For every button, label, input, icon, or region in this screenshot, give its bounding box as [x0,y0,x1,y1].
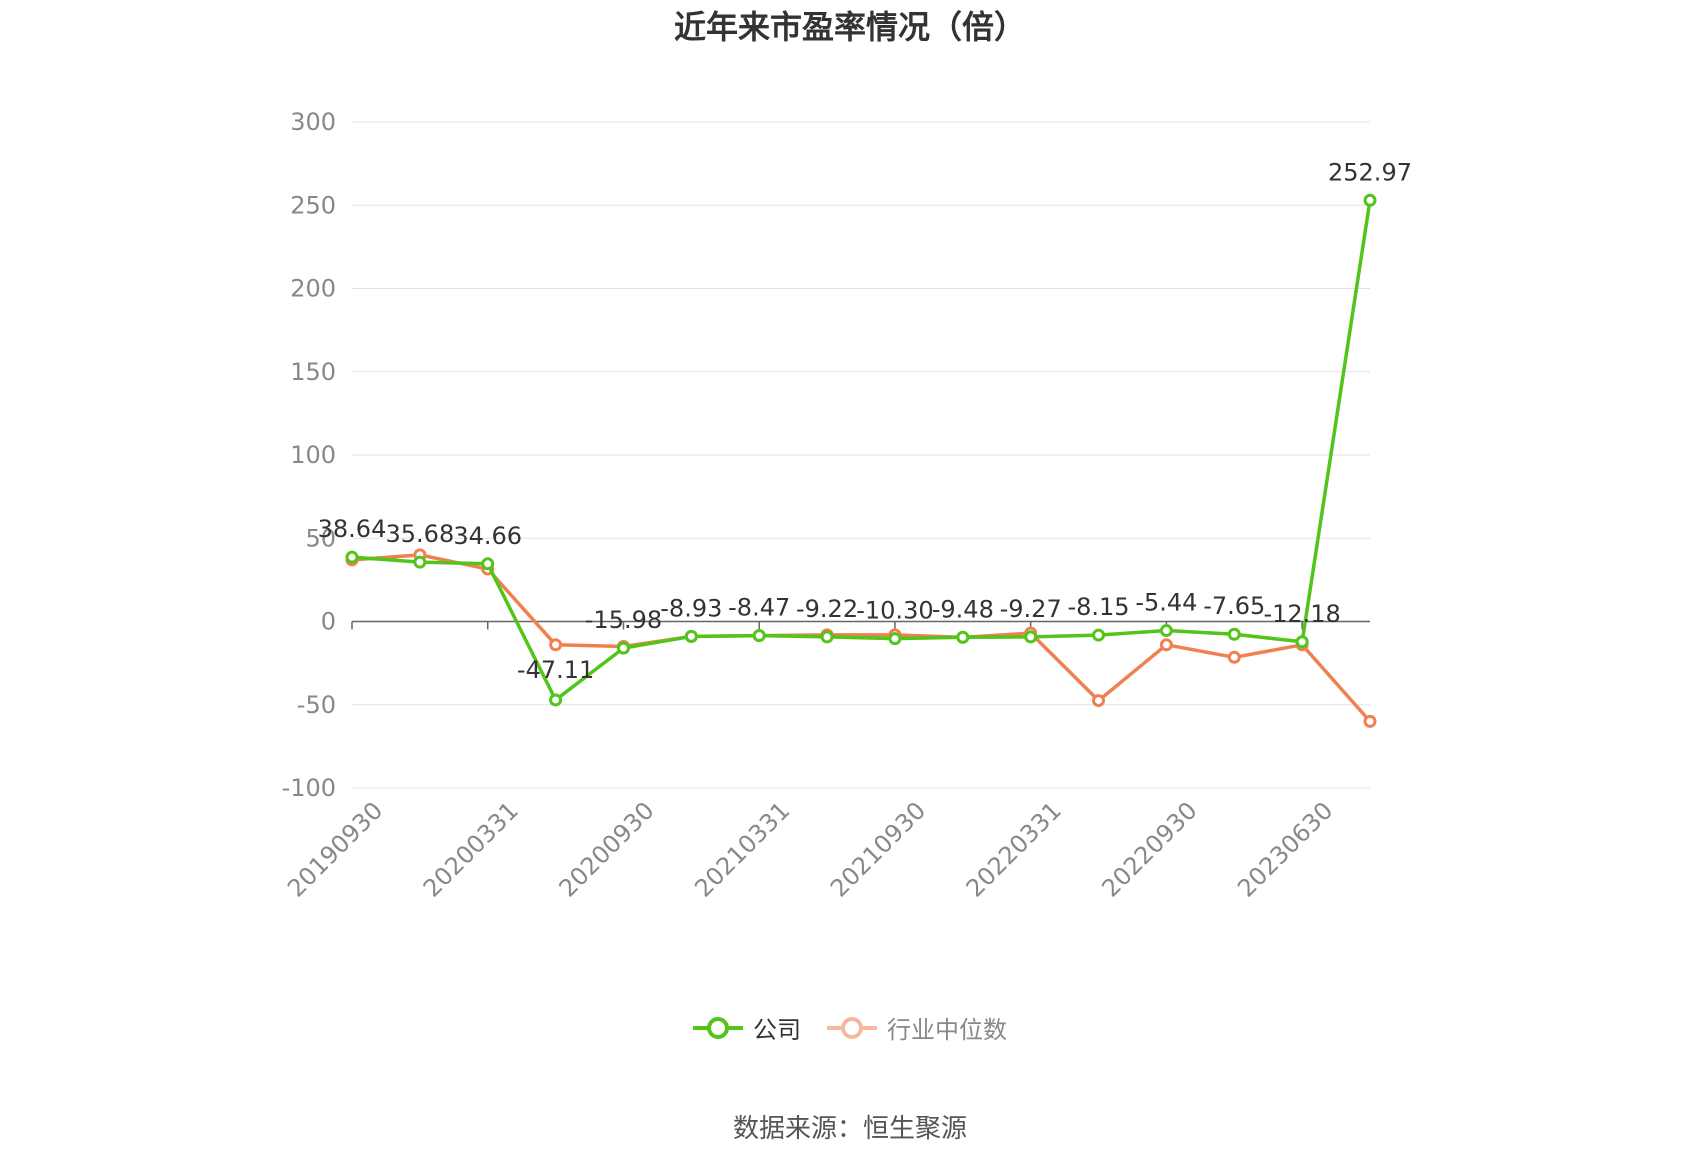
company-data-point [413,555,427,569]
company-data-point [888,632,902,646]
x-tick-label: 20190930 [282,796,388,902]
company-data-point [820,630,834,644]
y-tick-label: 150 [290,358,336,386]
company-data-label: -7.65 [1203,592,1265,620]
industry-data-point [1092,694,1106,708]
company-data-point [549,693,563,707]
x-tick-label: 20200930 [554,796,660,902]
y-tick-label: 50 [305,524,336,552]
x-tick-label: 20200331 [418,796,524,902]
company-data-label: -15.98 [585,606,662,634]
x-tick-label: 20230630 [1232,796,1338,902]
company-data-label: 35.68 [386,520,455,548]
legend-industry-label: 行业中位数 [887,1016,1007,1044]
company-data-label: -8.93 [660,594,722,622]
x-tick-label: 20210930 [825,796,931,902]
company-data-point [481,557,495,571]
company-data-label: -9.27 [1000,595,1062,623]
legend-item-industry[interactable]: 行业中位数 [827,1010,1007,1045]
legend-company-marker-icon [693,1016,743,1039]
company-data-label: -47.11 [517,656,594,684]
legend-item-company[interactable]: 公司 [693,1010,801,1045]
company-data-point [345,550,359,564]
chart-title: 近年来市盈率情况（倍） [673,8,1026,46]
industry-data-point [1159,638,1173,652]
company-data-point [1092,628,1106,642]
y-tick-label: 200 [290,275,336,303]
company-data-point [1363,193,1377,207]
company-data-label: 38.64 [318,515,387,543]
company-data-point [684,629,698,643]
y-tick-label: 300 [290,108,336,136]
x-tick-label: 20220331 [961,796,1067,902]
company-data-point [1295,635,1309,649]
company-data-point [1024,630,1038,644]
company-data-point [1159,624,1173,638]
industry-series-line [351,553,1372,723]
company-data-label: -10.30 [856,597,933,625]
company-data-label: -8.15 [1067,593,1129,621]
legend-industry-marker-icon [827,1016,877,1039]
company-data-point [956,630,970,644]
company-data-point [1227,627,1241,641]
company-data-label: -12.18 [1263,600,1340,628]
company-data-label: 252.97 [1328,158,1412,186]
industry-data-point [1227,650,1241,664]
y-tick-label: -100 [282,774,336,802]
company-data-point [616,641,630,655]
company-data-label: 34.66 [453,522,522,550]
x-tick-label: 20220930 [1096,796,1202,902]
y-tick-label: 0 [321,608,336,636]
industry-data-point [549,638,563,652]
company-data-label: -5.44 [1135,589,1197,617]
legend-company-label: 公司 [753,1016,801,1044]
x-tick-label: 20210331 [689,796,795,902]
data-source-note: 数据来源：恒生聚源 [732,1114,967,1144]
company-data-label: -8.47 [728,594,790,622]
company-data-point [752,629,766,643]
company-series-line [351,200,1372,702]
y-tick-label: 100 [290,441,336,469]
company-data-label: -9.22 [796,595,858,623]
company-data-label: -9.48 [932,595,994,623]
chart-legend: 公司 行业中位数 [0,1010,1700,1045]
industry-data-point [1363,714,1377,728]
y-tick-label: 250 [290,191,336,219]
y-tick-label: -50 [297,691,336,719]
